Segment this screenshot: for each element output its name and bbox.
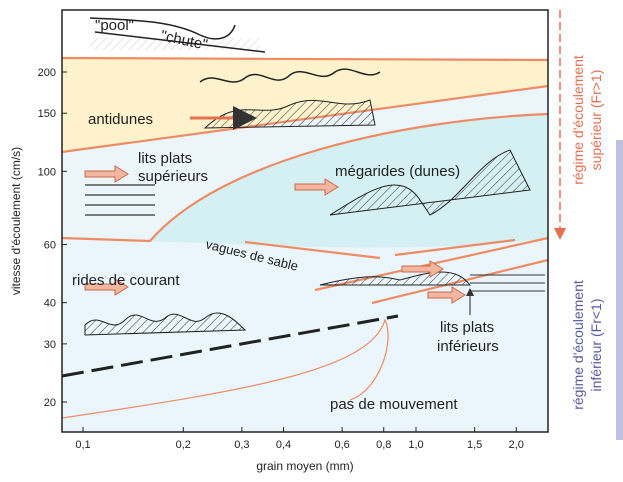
x-tick-label: 0,4: [276, 439, 291, 451]
y-tick-label: 60: [44, 240, 56, 252]
side-label: régime d'écoulement: [570, 55, 586, 185]
x-tick-label: 0,6: [334, 439, 349, 451]
y-tick-label: 150: [38, 108, 56, 120]
y-tick-label: 200: [38, 67, 56, 79]
x-tick-label: 2,0: [509, 439, 524, 451]
regions: [62, 10, 548, 432]
y-axis-label: vitesse d'écoulement (cm/s): [9, 147, 23, 295]
label: rides de courant: [72, 272, 180, 289]
x-tick-label: 0,8: [376, 439, 391, 451]
side-bar: [616, 140, 623, 440]
x-tick-label: 0,3: [234, 439, 249, 451]
x-tick-label: 0,2: [176, 439, 191, 451]
side-label: supérieur (Fr>1): [588, 70, 604, 171]
y-tick-label: 30: [44, 339, 56, 351]
side-label: régime d'écoulement: [570, 280, 586, 410]
label: antidunes: [88, 111, 153, 128]
x-tick-label: 1,0: [408, 439, 423, 451]
label: mégarides (dunes): [335, 163, 460, 180]
diagram: 0,1 0,2 0,3 0,4 0,6 0,8 1,0 1,5 2,0 20 30 40 60 100 15…: [0, 0, 623, 482]
top-area: [62, 10, 548, 58]
label: inférieurs: [437, 338, 499, 355]
y-tick-label: 20: [44, 397, 56, 409]
x-axis-label: grain moyen (mm): [256, 459, 353, 473]
x-tick-label: 0,1: [75, 439, 90, 451]
x-tick-label: 1,5: [467, 439, 482, 451]
y-tick-label: 40: [44, 298, 56, 310]
side-label: inférieur (Fr<1): [588, 299, 604, 392]
label: lits plats: [440, 319, 494, 336]
label: lits plats: [138, 150, 192, 167]
label: pas de mouvement: [330, 396, 458, 413]
label: supérieurs: [138, 168, 208, 185]
label: "pool": [95, 17, 134, 34]
y-tick-label: 100: [38, 166, 56, 178]
side-arrow: [554, 228, 566, 240]
